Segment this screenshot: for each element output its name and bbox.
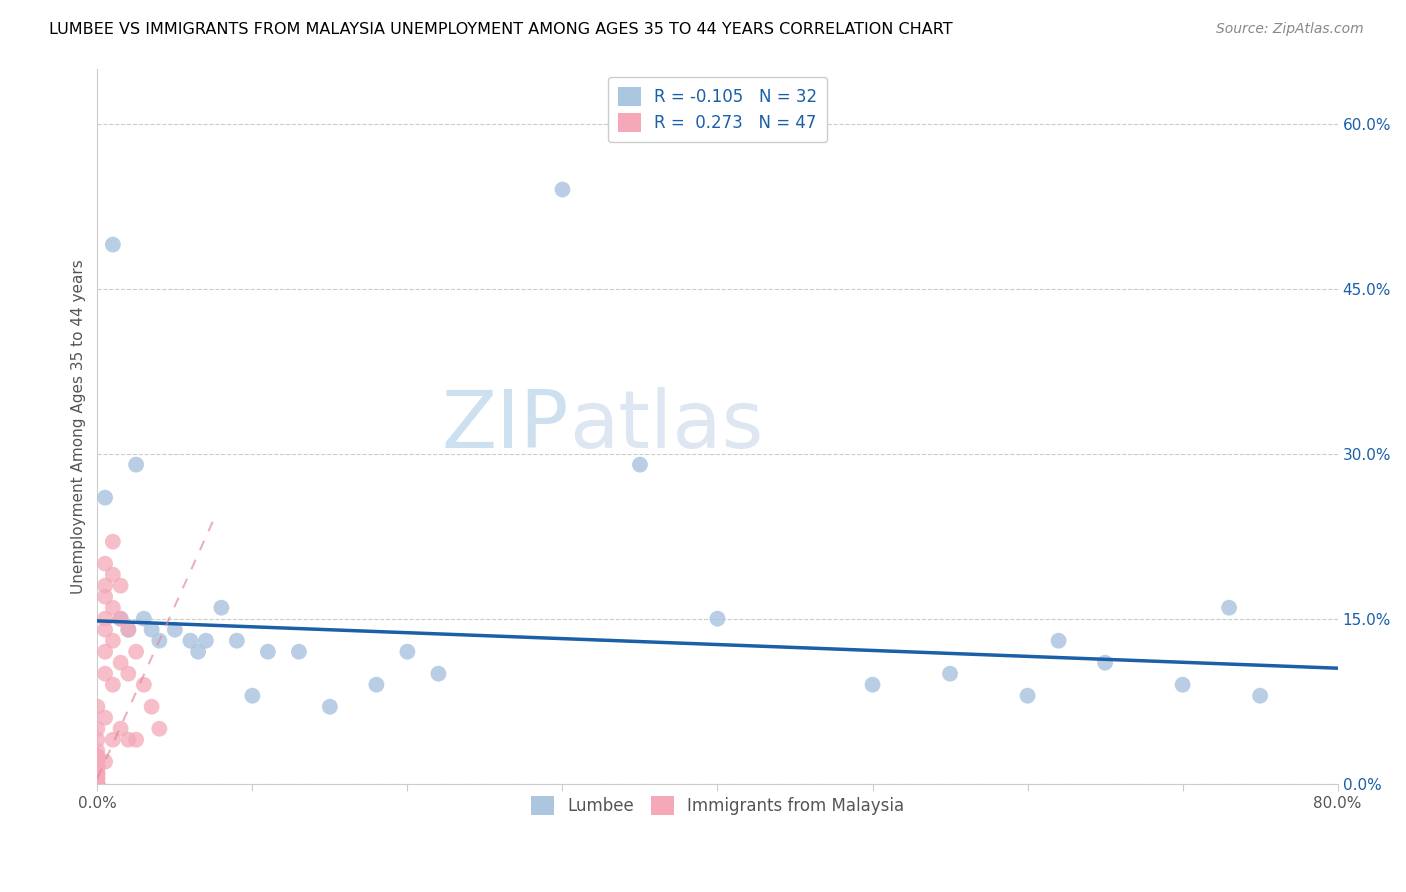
Legend: Lumbee, Immigrants from Malaysia: Lumbee, Immigrants from Malaysia [520, 786, 914, 825]
Point [94, 590, 117, 604]
Point [225, 633, 247, 648]
Point [94, 711, 117, 725]
Point [101, 237, 124, 252]
Point [209, 600, 232, 615]
Point [86, 768, 108, 782]
Point [141, 623, 163, 637]
Point [86, 749, 108, 764]
Point [101, 678, 124, 692]
Point [101, 633, 124, 648]
Point [132, 678, 155, 692]
Point [628, 458, 651, 472]
Y-axis label: Unemployment Among Ages 35 to 44 years: Unemployment Among Ages 35 to 44 years [72, 259, 86, 593]
Point [148, 633, 170, 648]
Point [110, 722, 132, 736]
Point [101, 732, 124, 747]
Point [1218, 600, 1240, 615]
Text: atlas: atlas [568, 387, 763, 465]
Point [94, 666, 117, 681]
Point [117, 666, 139, 681]
Point [125, 645, 148, 659]
Text: Source: ZipAtlas.com: Source: ZipAtlas.com [1216, 22, 1364, 37]
Point [125, 732, 148, 747]
Point [242, 689, 264, 703]
Text: LUMBEE VS IMMIGRANTS FROM MALAYSIA UNEMPLOYMENT AMONG AGES 35 TO 44 YEARS CORREL: LUMBEE VS IMMIGRANTS FROM MALAYSIA UNEMP… [49, 22, 953, 37]
Point [1249, 689, 1271, 703]
Point [94, 645, 117, 659]
Point [86, 771, 108, 785]
Point [86, 755, 108, 769]
Point [86, 765, 108, 780]
Point [86, 765, 108, 780]
Point [366, 678, 388, 692]
Point [86, 777, 108, 791]
Point [86, 732, 108, 747]
Point [86, 771, 108, 785]
Point [257, 645, 280, 659]
Point [132, 612, 155, 626]
Point [86, 755, 108, 769]
Point [110, 656, 132, 670]
Point [288, 645, 311, 659]
Point [551, 183, 574, 197]
Point [94, 755, 117, 769]
Point [101, 534, 124, 549]
Point [110, 612, 132, 626]
Point [86, 760, 108, 774]
Point [86, 777, 108, 791]
Point [187, 645, 209, 659]
Point [86, 777, 108, 791]
Point [117, 732, 139, 747]
Point [125, 458, 148, 472]
Point [86, 744, 108, 758]
Point [1047, 633, 1070, 648]
Point [101, 567, 124, 582]
Point [706, 612, 728, 626]
Point [94, 557, 117, 571]
Point [427, 666, 450, 681]
Point [86, 760, 108, 774]
Point [1094, 656, 1116, 670]
Point [148, 722, 170, 736]
Point [94, 612, 117, 626]
Point [939, 666, 962, 681]
Point [101, 600, 124, 615]
Text: ZIP: ZIP [441, 387, 568, 465]
Point [86, 722, 108, 736]
Point [86, 749, 108, 764]
Point [179, 633, 201, 648]
Point [86, 777, 108, 791]
Point [94, 491, 117, 505]
Point [1017, 689, 1039, 703]
Point [110, 612, 132, 626]
Point [862, 678, 884, 692]
Point [117, 623, 139, 637]
Point [94, 623, 117, 637]
Point [86, 777, 108, 791]
Point [94, 579, 117, 593]
Point [396, 645, 419, 659]
Point [117, 623, 139, 637]
Point [319, 699, 342, 714]
Point [163, 623, 186, 637]
Point [86, 699, 108, 714]
Point [141, 699, 163, 714]
Point [1171, 678, 1194, 692]
Point [194, 633, 217, 648]
Point [110, 579, 132, 593]
